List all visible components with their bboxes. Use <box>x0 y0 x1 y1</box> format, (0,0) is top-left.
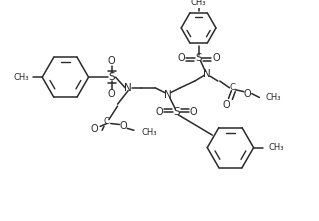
Text: C: C <box>104 117 110 126</box>
Text: S: S <box>108 72 115 82</box>
Text: O: O <box>190 107 197 117</box>
Text: N: N <box>164 90 172 100</box>
Text: CH₃: CH₃ <box>191 0 206 7</box>
Text: N: N <box>124 83 132 93</box>
Text: O: O <box>108 89 115 99</box>
Text: O: O <box>120 121 127 131</box>
Text: CH₃: CH₃ <box>13 73 29 82</box>
Text: O: O <box>223 100 230 110</box>
Text: CH₃: CH₃ <box>142 128 157 137</box>
Text: S: S <box>173 107 180 117</box>
Text: C: C <box>229 83 235 92</box>
Text: O: O <box>212 53 220 63</box>
Text: CH₃: CH₃ <box>265 93 281 102</box>
Text: S: S <box>195 53 202 63</box>
Text: N: N <box>204 69 211 79</box>
Text: O: O <box>108 56 115 66</box>
Text: O: O <box>155 107 163 117</box>
Text: O: O <box>177 53 185 63</box>
Text: O: O <box>91 124 98 134</box>
Text: O: O <box>244 89 252 99</box>
Text: CH₃: CH₃ <box>268 143 284 152</box>
